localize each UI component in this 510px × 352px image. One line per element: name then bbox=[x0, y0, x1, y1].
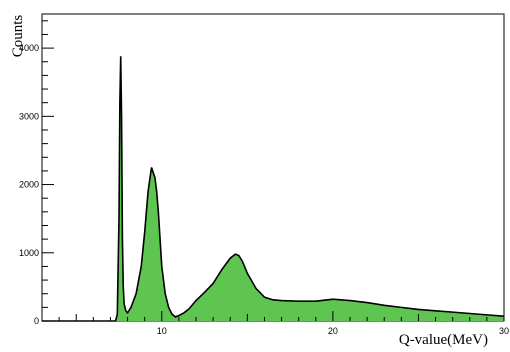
y-tick-label: 4000 bbox=[19, 43, 39, 53]
histogram-fill bbox=[42, 56, 504, 322]
x-tick-label: 20 bbox=[328, 326, 338, 336]
y-tick-label: 0 bbox=[34, 316, 39, 326]
plot-frame bbox=[41, 13, 505, 322]
y-axis-title: Counts bbox=[10, 15, 26, 58]
x-axis-title: Q-value(MeV) bbox=[399, 332, 488, 348]
x-tick-label: 30 bbox=[499, 326, 509, 336]
histogram-outline bbox=[42, 56, 505, 322]
y-tick-label: 3000 bbox=[19, 111, 39, 121]
x-axis: 10 20 30 bbox=[58, 311, 509, 336]
y-tick-label: 2000 bbox=[19, 180, 39, 190]
y-axis: 0 1000 2000 3000 4000 bbox=[19, 20, 54, 326]
x-tick-label: 10 bbox=[157, 326, 167, 336]
y-tick-label: 1000 bbox=[19, 248, 39, 258]
